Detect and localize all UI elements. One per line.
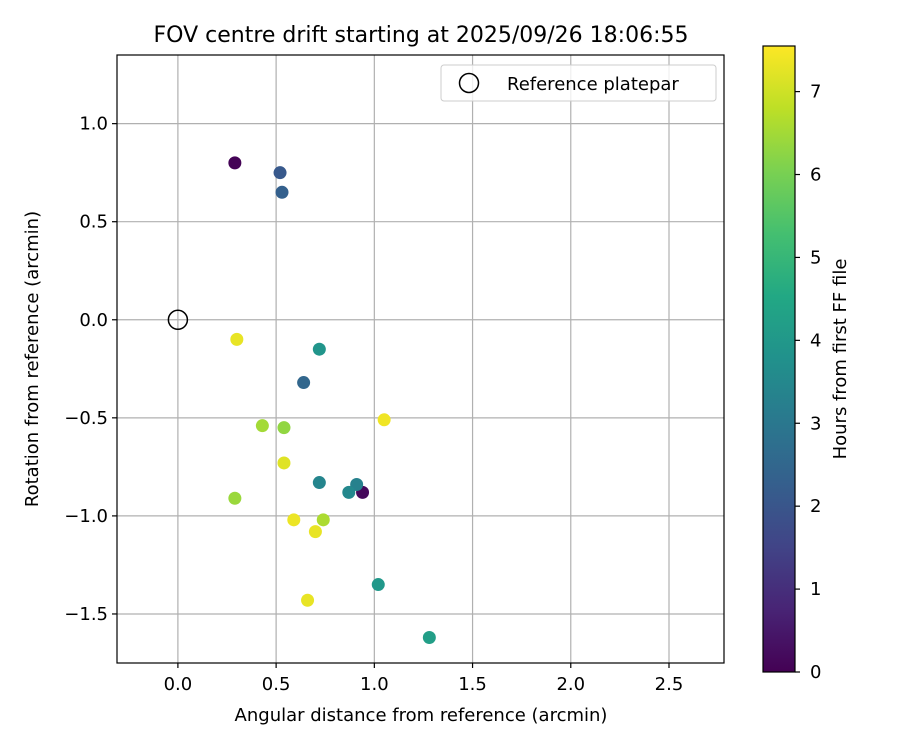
colorbar-label: Hours from first FF file [830,259,851,460]
data-point [275,185,289,199]
colorbar-tick-label: 7 [810,82,821,103]
colorbar: 0 1 2 3 4 5 6 7 Hours from first FF file [762,45,851,683]
data-point [230,332,244,346]
data-point [312,476,326,490]
x-tick-label: 1.0 [360,674,389,695]
y-tick-label: −1.0 [64,506,108,527]
x-tick-label: 2.5 [655,674,684,695]
data-point [312,342,326,356]
data-point [277,456,291,470]
legend-marker-icon [458,72,480,94]
colorbar-tick-label: 6 [810,165,821,186]
y-tick-label: −1.5 [64,604,108,625]
colorbar-gradient [762,45,796,673]
y-tick-label: 1.0 [79,114,108,135]
x-axis-label: Angular distance from reference (arcmin) [235,705,608,726]
data-point [422,631,436,645]
data-point [350,478,364,492]
data-point [273,166,287,180]
data-point [342,485,356,499]
colorbar-tick-label: 1 [810,579,821,600]
colorbar-tick-label: 0 [810,662,821,683]
data-point [228,156,242,170]
y-tick-label: 0.0 [79,310,108,331]
colorbar-tick-label: 2 [810,496,821,517]
x-tick-label: 0.0 [164,674,193,695]
x-tick-label: 2.0 [556,674,585,695]
colorbar-tick-label: 5 [810,247,821,268]
data-point [316,513,330,527]
grid-lines [117,55,724,663]
x-tick-label: 0.5 [262,674,291,695]
data-point [228,491,242,505]
data-point [371,578,385,592]
scatter-points [228,156,436,645]
colorbar-tick-label: 4 [810,330,821,351]
data-point [277,421,291,435]
data-point [308,525,322,539]
plot-area: 0.0 0.5 1.0 1.5 2.0 2.5 1.0 0.5 0.0 −0.5 −1.0 −1.5 [64,54,725,695]
x-tick-label: 1.5 [458,674,487,695]
x-axis-ticks: 0.0 0.5 1.0 1.5 2.0 2.5 [164,663,684,695]
y-axis-ticks: 1.0 0.5 0.0 −0.5 −1.0 −1.5 [64,114,117,625]
y-axis-label: Rotation from reference (arcmin) [22,211,43,507]
data-point [301,593,315,607]
y-tick-label: −0.5 [64,408,108,429]
legend: Reference platepar [440,64,717,102]
colorbar-tick-label: 3 [810,413,821,434]
legend-box [440,64,717,102]
data-point [255,419,269,433]
data-point [287,513,301,527]
colorbar-ticks: 0 1 2 3 4 5 6 7 [795,82,821,683]
data-point [297,376,311,390]
reference-platepar-marker [167,309,189,331]
legend-label: Reference platepar [507,74,679,95]
y-tick-label: 0.5 [79,212,108,233]
plot-frame [116,54,725,664]
chart-title: FOV centre drift starting at 2025/09/26 … [154,23,689,48]
data-point [377,413,391,427]
